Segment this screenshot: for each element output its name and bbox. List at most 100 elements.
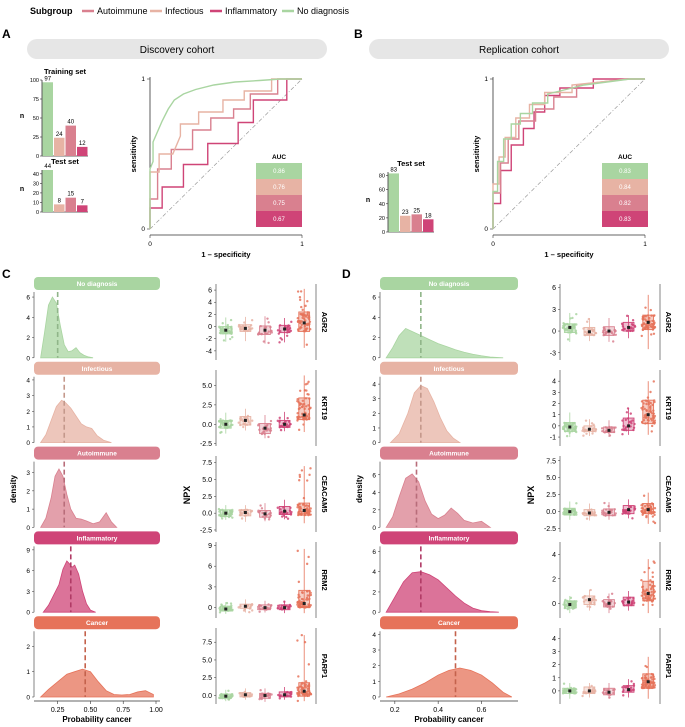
npx-point [562,687,565,691]
npx-point [227,327,230,330]
npx-point [609,607,612,610]
auc-title: AUC [618,154,632,161]
npx-point [296,603,299,606]
npx-point [626,597,629,600]
npx-point [296,639,299,642]
npx-point [301,591,304,595]
npx-y-tick-label: 3 [552,649,556,656]
npx-point [610,508,614,512]
bar-title: Training set [44,67,87,76]
npx-point [633,325,637,328]
npx-point [305,562,309,566]
npx-point [241,419,245,423]
npx-y-tick-label: 0 [552,423,556,430]
npx-point [575,312,578,316]
npx-point [610,427,614,430]
bar-value-label: 97 [44,76,51,82]
npx-point [309,593,313,597]
npx-point [601,429,604,433]
npx-point [298,473,301,477]
density-curve-autoimmune [385,473,492,528]
density-y-tick-label: 4 [372,382,376,389]
density-y-tick-label: 4 [372,632,376,639]
npx-point [566,328,570,332]
npx-point [642,322,646,325]
npx-y-tick-label: 6 [552,285,556,292]
npx-y-tick-label: 4 [552,636,556,643]
npx-point [586,320,589,323]
npx-point [301,308,304,312]
npx-point [648,683,652,687]
npx-median [263,512,267,516]
npx-point [564,603,567,606]
npx-point [642,494,646,497]
roc-curve-infectious [492,78,645,229]
strip-label: No diagnosis [429,281,470,288]
npx-point [227,606,231,610]
npx-point [269,419,273,423]
density-x-tick-label: 0.6 [477,707,487,714]
npx-point [243,321,246,324]
npx-point [614,512,617,515]
npx-point [301,403,305,406]
npx-point [650,586,654,589]
npx-point [640,504,643,507]
density-curve-no-diagnosis [385,327,504,359]
npx-median [302,601,306,605]
npx-point [652,380,655,383]
strip-autoimmune [380,446,518,460]
npx-point [286,325,290,329]
density-y-tick-label: 1 [26,669,30,676]
npx-point [604,691,608,694]
npx-median [243,326,247,330]
npx-point [591,597,594,600]
npx-median [646,508,650,512]
npx-point [614,333,618,336]
npx-y-tick-label: -2.5 [200,441,212,448]
npx-point [575,425,578,428]
npx-median [627,508,631,512]
npx-median [607,510,611,514]
npx-point [240,325,243,329]
npx-point [575,513,578,516]
npx-median [302,689,306,693]
density-x-tick-label: 0.25 [51,707,65,714]
npx-point [644,318,647,321]
bar-y-tick-label: 80 [379,174,385,180]
npx-point [630,323,634,326]
npx-y-tick-label: 5.0 [546,475,556,482]
density-y-tick-label: 2 [372,663,376,670]
npx-point [276,329,280,332]
npx-point [308,473,311,477]
npx-point [309,591,312,595]
npx-point [240,517,244,520]
npx-point [630,680,633,683]
npx-point [276,604,280,608]
auc-cell-no-diagnosis [256,163,302,179]
npx-point [227,329,230,333]
npx-point [280,424,283,428]
npx-point [227,689,230,693]
npx-point [259,504,262,507]
bar-value-label: 25 [413,208,420,214]
npx-point [285,334,289,337]
strip-cancer [34,616,160,630]
density-xlabel: Probability cancer [62,715,131,724]
bar-y-tick-label: 100 [30,78,39,84]
npx-point [590,691,594,694]
npx-point [290,320,293,324]
npx-median [627,688,631,692]
density-y-tick-label: 3 [372,648,376,655]
npx-point [564,425,568,428]
npx-median [302,508,306,512]
npx-point [247,325,251,329]
npx-point [653,507,657,510]
auc-cell-no-diagnosis [602,163,648,179]
bar-title: Test set [397,159,425,168]
npx-point [649,308,652,312]
npx-point [645,588,648,591]
npx-median [263,606,267,610]
npx-y-tick-label: -1 [550,435,556,442]
npx-y-tick-label: 9 [208,543,212,550]
npx-y-tick-label: 2 [208,312,212,319]
